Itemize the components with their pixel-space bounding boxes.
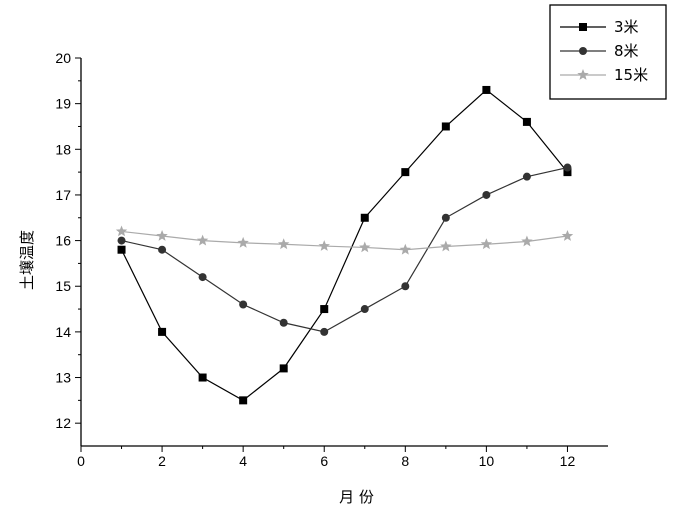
data-point: [320, 305, 329, 314]
data-point: [158, 245, 167, 254]
legend-marker: [577, 69, 589, 80]
data-point: [359, 241, 371, 253]
series-1: [117, 85, 572, 405]
data-point: [196, 234, 209, 246]
y-tick-label: 18: [55, 141, 71, 157]
data-point: [198, 273, 207, 282]
data-point: [482, 85, 491, 94]
data-point: [320, 327, 329, 336]
data-point: [198, 373, 207, 382]
data-point: [277, 238, 290, 250]
series-3: [115, 225, 574, 255]
data-point: [522, 172, 531, 181]
x-axis-ticks: 0 2 4 6 8 10 12: [77, 446, 575, 469]
y-tick-label: 16: [55, 233, 71, 249]
legend-label: 8米: [614, 42, 639, 60]
y-tick-label: 15: [55, 278, 71, 294]
data-point: [360, 305, 369, 314]
data-point: [401, 282, 410, 291]
y-tick-label: 19: [55, 96, 71, 112]
data-point: [156, 230, 168, 241]
data-point: [441, 122, 450, 131]
data-point: [399, 243, 412, 255]
x-tick-label: 2: [158, 453, 166, 469]
legend-marker: [579, 23, 587, 31]
data-point: [563, 168, 572, 177]
series-line: [121, 89, 568, 402]
x-axis-title: 月 份: [339, 488, 374, 506]
data-point: [239, 396, 248, 405]
data-point: [480, 238, 493, 250]
legend-items: 3米 8米 15米: [560, 18, 648, 84]
data-point: [279, 364, 288, 373]
data-point: [239, 300, 248, 309]
data-point: [115, 225, 128, 237]
data-point: [563, 163, 572, 172]
legend-item: 15米: [560, 66, 648, 84]
y-axis-title: 土壤温度: [18, 230, 36, 290]
data-point: [158, 327, 167, 336]
x-tick-label: 12: [560, 453, 576, 469]
legend-item: 8米: [560, 42, 639, 60]
y-tick-label: 12: [55, 415, 71, 431]
data-point: [482, 190, 491, 199]
legend-item: 3米: [560, 18, 639, 36]
x-tick-label: 6: [320, 453, 328, 469]
data-point: [237, 236, 249, 248]
data-point: [561, 230, 574, 241]
y-tick-label: 13: [55, 370, 71, 386]
data-point: [521, 235, 533, 247]
legend-label: 15米: [614, 66, 648, 84]
y-tick-label: 14: [55, 324, 71, 340]
x-tick-label: 10: [479, 453, 495, 469]
x-tick-label: 0: [77, 453, 85, 469]
data-point: [279, 318, 288, 327]
y-axis-ticks: 12 13 14 15 16 17 18 19 20: [55, 50, 81, 431]
x-tick-label: 4: [239, 453, 247, 469]
legend-marker: [579, 47, 587, 55]
data-point: [522, 117, 531, 126]
x-tick-label: 8: [401, 453, 409, 469]
data-point: [360, 213, 369, 222]
data-point: [318, 240, 330, 251]
data-point: [440, 240, 452, 252]
legend: 3米 8米 15米: [549, 4, 667, 100]
data-point: [441, 213, 450, 222]
legend-box: [549, 4, 667, 100]
series-line: [121, 166, 568, 333]
legend-label: 3米: [614, 18, 639, 36]
axes: [80, 58, 608, 447]
series-layer: [115, 85, 574, 405]
y-tick-label: 17: [55, 187, 71, 203]
series-2: [117, 163, 572, 336]
data-point: [117, 236, 126, 245]
data-point: [401, 168, 410, 177]
data-point: [117, 245, 126, 254]
y-tick-label: 20: [55, 50, 71, 66]
series-line: [121, 230, 568, 251]
